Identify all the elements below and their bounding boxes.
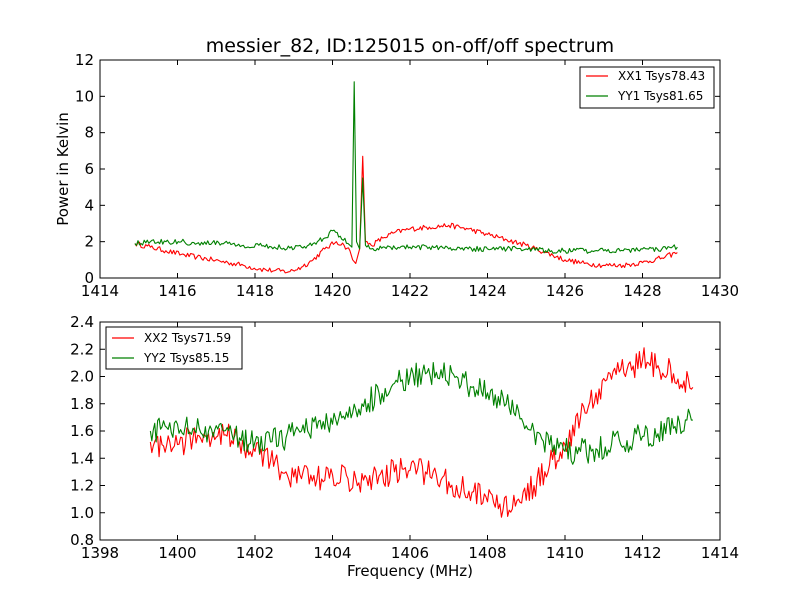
top-x-tick-label: 1418 <box>236 282 274 300</box>
top-y-tick-label: 2 <box>84 233 94 251</box>
top-x-tick-label: 1430 <box>701 282 739 300</box>
top-legend-label-yy1: YY1 Tsys81.65 <box>617 89 703 103</box>
bottom-x-tick-label: 1400 <box>158 544 196 562</box>
top-y-tick-label: 6 <box>84 160 94 178</box>
top-chart: messier_82, ID:125015 on-off/off spectru… <box>54 35 739 300</box>
top-x-axis-ticks: 1414 1416 1418 1420 1422 1424 1426 1428 1430 <box>81 60 739 300</box>
bottom-y-tick-label: 2.0 <box>70 368 94 386</box>
bottom-chart-x-label: Frequency (MHz) <box>347 562 473 580</box>
bottom-x-tick-label: 1414 <box>701 544 739 562</box>
bottom-legend-label-xx2: XX2 Tsys71.59 <box>144 331 231 345</box>
top-series-line-yy1 <box>134 81 678 254</box>
top-y-axis-ticks: 0 2 4 6 8 10 12 <box>75 51 720 287</box>
top-x-tick-label: 1416 <box>158 282 196 300</box>
top-x-tick-label: 1426 <box>546 282 584 300</box>
bottom-chart: Frequency (MHz) 1398 1400 1402 1404 1406 1408… <box>70 313 739 580</box>
top-y-tick-label: 12 <box>75 51 94 69</box>
top-y-tick-label: 4 <box>84 196 94 214</box>
bottom-x-tick-label: 1410 <box>546 544 584 562</box>
bottom-legend: XX2 Tsys71.59 YY2 Tsys85.15 <box>105 326 243 370</box>
bottom-legend-box <box>105 326 243 370</box>
bottom-legend-label-yy2: YY2 Tsys85.15 <box>143 351 229 365</box>
bottom-y-tick-label: 2.4 <box>70 313 94 331</box>
top-x-tick-label: 1424 <box>468 282 506 300</box>
bottom-y-tick-label: 1.4 <box>70 449 94 467</box>
top-y-tick-label: 8 <box>84 124 94 142</box>
bottom-x-axis-ticks: 1398 1400 1402 1404 1406 1408 1410 1412 1414 <box>81 322 739 562</box>
top-chart-y-label: Power in Kelvin <box>54 112 72 226</box>
top-x-tick-label: 1420 <box>313 282 351 300</box>
bottom-y-tick-label: 1.6 <box>70 422 94 440</box>
bottom-x-tick-label: 1406 <box>391 544 429 562</box>
top-x-tick-label: 1422 <box>391 282 429 300</box>
bottom-x-tick-label: 1412 <box>623 544 661 562</box>
bottom-y-axis-ticks: 0.8 1.0 1.2 1.4 1.6 1.8 2.0 2.2 2.4 <box>70 313 720 549</box>
top-series-line-xx1 <box>134 155 678 274</box>
top-legend: XX1 Tsys78.43 YY1 Tsys81.65 <box>579 66 715 109</box>
bottom-y-tick-label: 1.8 <box>70 395 94 413</box>
bottom-y-tick-label: 1.0 <box>70 504 94 522</box>
bottom-y-tick-label: 2.2 <box>70 340 94 358</box>
bottom-y-tick-label: 1.2 <box>70 477 94 495</box>
bottom-series-line-yy2 <box>149 361 693 465</box>
top-x-tick-label: 1414 <box>81 282 119 300</box>
bottom-series-line-xx2 <box>149 347 694 518</box>
top-legend-label-xx1: XX1 Tsys78.43 <box>618 69 705 83</box>
top-y-tick-label: 0 <box>84 269 94 287</box>
bottom-x-tick-label: 1408 <box>468 544 506 562</box>
top-y-tick-label: 10 <box>75 87 94 105</box>
top-x-tick-label: 1428 <box>623 282 661 300</box>
bottom-y-tick-label: 0.8 <box>70 531 94 549</box>
bottom-x-tick-label: 1404 <box>313 544 351 562</box>
top-chart-title: messier_82, ID:125015 on-off/off spectru… <box>206 35 614 57</box>
bottom-x-tick-label: 1402 <box>236 544 274 562</box>
bottom-x-tick-label: 1398 <box>81 544 119 562</box>
top-legend-box <box>579 66 715 109</box>
